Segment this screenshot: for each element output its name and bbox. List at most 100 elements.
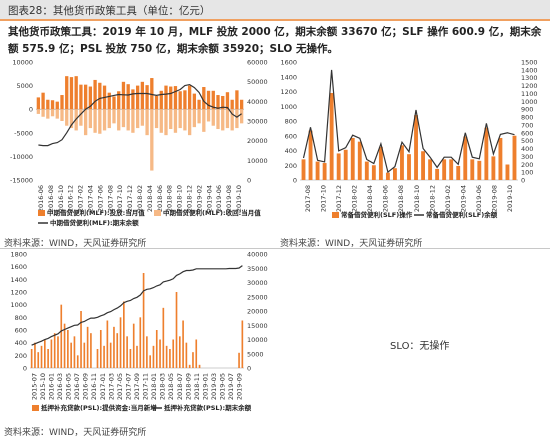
y-tick-left: -5000 (14, 129, 33, 137)
bar (131, 89, 135, 110)
bar (197, 109, 201, 124)
x-tick-label: 2016-11 (90, 373, 98, 400)
bar (350, 137, 355, 180)
bar (60, 304, 63, 368)
y-tick-left: 1600 (280, 59, 297, 67)
x-tick-label: 2017-08 (304, 185, 312, 212)
bar (103, 345, 105, 368)
bar (131, 109, 135, 133)
x-tick-label: 2019-04 (460, 185, 468, 212)
slo-note: SLO：无操作 (390, 341, 450, 352)
bar (150, 78, 154, 110)
x-tick-label: 2017-06 (96, 185, 104, 212)
x-tick-label: 2019-03 (210, 373, 218, 400)
y-tick-left: 800 (15, 314, 27, 322)
x-tick-label: 2016-07 (73, 373, 81, 400)
bar (182, 320, 184, 368)
figure-title: 图表28：其他货币政策工具（单位：亿元） (8, 5, 211, 17)
bar (121, 109, 126, 128)
bar (172, 339, 175, 368)
bar (343, 149, 348, 180)
bar (505, 164, 510, 180)
x-tick-label: 2019-02 (195, 185, 203, 212)
x-tick-label: 2019-06 (215, 185, 223, 212)
x-tick-label: 2019-08 (491, 185, 499, 212)
bar (162, 307, 165, 368)
summary-text: 其他货币政策工具：2019 年 10 月，MLF 投放 2000 亿，期末余额 … (8, 26, 542, 55)
x-tick-label: 2017-05 (116, 373, 124, 400)
bar (40, 345, 43, 368)
bar (435, 168, 440, 180)
bar (50, 100, 55, 110)
bar (211, 109, 215, 126)
bar (112, 109, 116, 124)
y-tick-left: 0 (23, 365, 27, 373)
y-tick-left: 1200 (10, 289, 27, 297)
bar (364, 161, 369, 180)
bar (79, 84, 83, 110)
bar (235, 90, 239, 110)
y-tick-left: 1400 (10, 276, 27, 284)
bar (235, 109, 239, 129)
bar (378, 146, 383, 180)
y-tick-right: 1500 (521, 59, 538, 67)
bar (41, 92, 45, 110)
y-tick-right: 1100 (521, 90, 538, 98)
y-tick-right: 1000 (521, 98, 538, 106)
bar (159, 109, 163, 133)
bar (230, 109, 234, 131)
y-tick-left: 5000 (16, 82, 33, 90)
y-tick-right: 900 (521, 106, 533, 114)
bar (322, 163, 327, 180)
bar (126, 109, 130, 131)
y-tick-left: 400 (285, 147, 297, 155)
bar (107, 92, 111, 110)
x-tick-label: 2016-12 (67, 185, 75, 212)
bar (60, 109, 64, 121)
y-tick-left: 1600 (10, 263, 27, 271)
x-tick-label: 2018-01 (150, 373, 158, 400)
y-tick-right: 100 (521, 169, 533, 177)
bar (74, 76, 78, 110)
x-tick-label: 2017-02 (77, 185, 85, 212)
bar (456, 165, 461, 180)
bar (83, 84, 88, 110)
bar (169, 86, 173, 110)
bar (145, 85, 149, 110)
bar (70, 342, 72, 368)
source-note-3: 资料来源：WIND，天风证券研究所 (4, 428, 147, 438)
y-tick-right: 10000 (247, 157, 268, 165)
bar (132, 323, 135, 368)
x-tick-label: 2019-01 (201, 373, 209, 400)
bar (308, 130, 313, 180)
bar (173, 86, 178, 110)
x-tick-label: 2016-03 (56, 373, 64, 400)
y-tick-right: 1400 (521, 66, 538, 74)
x-tick-label: 2017-03 (107, 373, 115, 400)
bar (192, 352, 194, 368)
bar (139, 317, 142, 368)
bar (146, 336, 148, 368)
y-tick-right: 30000 (247, 118, 268, 126)
bar (41, 109, 45, 117)
x-tick-label: 2017-09 (133, 373, 141, 400)
y-tick-left: 600 (285, 132, 297, 140)
bar (221, 109, 225, 131)
bar (449, 159, 454, 180)
bar (93, 109, 97, 133)
bar (221, 95, 225, 110)
bar (206, 90, 211, 110)
bar (57, 336, 59, 368)
series-line (302, 69, 515, 174)
bar (112, 96, 116, 110)
bar (239, 109, 244, 124)
y-tick-right: 1200 (521, 82, 538, 90)
y-tick-right: 0 (247, 365, 251, 373)
x-tick-label: 2018-08 (397, 185, 405, 212)
source-note-1: 资料来源：WIND，天风证券研究所 (4, 239, 147, 249)
bar (238, 352, 240, 368)
bar (76, 355, 79, 368)
y-tick-right: 35000 (247, 265, 268, 273)
bar (149, 355, 151, 368)
x-tick-label: 2019-09 (236, 373, 244, 400)
